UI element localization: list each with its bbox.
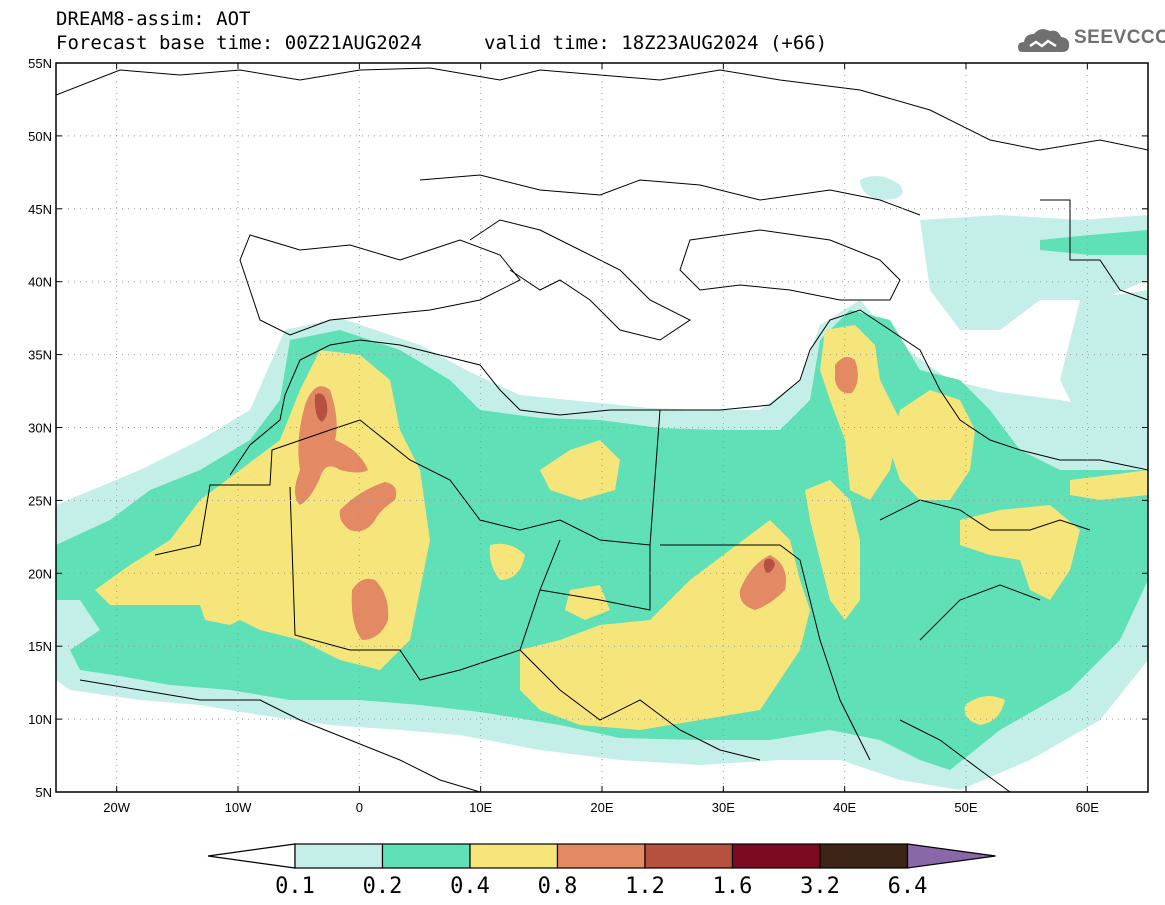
lon-label: 10W	[225, 800, 252, 815]
lon-label: 0	[356, 800, 363, 815]
lon-label: 50E	[954, 800, 977, 815]
aot-band-0.8	[295, 356, 858, 640]
logo-text: SEEVCCC	[1074, 27, 1165, 48]
colorbar-swatch	[644, 843, 734, 869]
colorbar-swatch	[294, 843, 384, 869]
chart-title: DREAM8-assim: AOT	[56, 8, 251, 30]
colorbar-min-triangle	[207, 843, 296, 869]
lat-label: 5N	[35, 785, 52, 800]
graticule	[56, 63, 1148, 792]
colorbar-threshold-label: 1.2	[625, 874, 665, 899]
lat-label: 20N	[28, 566, 52, 581]
colorbar-swatch	[469, 843, 559, 869]
axis-labels: 55N 50N 45N 40N 35N 30N 25N 20N 15N 10N 5N 20W 10W 0 1…	[28, 56, 1148, 815]
colorbar-swatch	[819, 843, 909, 869]
aot-band-0.4	[95, 325, 1148, 730]
colorbar-threshold-label: 6.4	[888, 874, 928, 899]
aot-band-1.2	[314, 393, 775, 573]
colorbar-threshold-label: 0.8	[538, 874, 578, 899]
colorbar-swatch	[556, 843, 646, 869]
lat-label: 40N	[28, 275, 52, 290]
colorbar-threshold-label: 1.6	[713, 874, 753, 899]
lat-label: 10N	[28, 712, 52, 727]
lat-label: 50N	[28, 129, 52, 144]
lat-label: 25N	[28, 493, 52, 508]
colorbar-max-triangle	[906, 843, 996, 869]
lon-label: 60E	[1076, 800, 1099, 815]
valid-time: valid time: 18Z23AUG2024 (+66)	[484, 32, 828, 54]
forecast-base-time: Forecast base time: 00Z21AUG2024	[56, 32, 423, 54]
colorbar-threshold-label: 0.2	[363, 874, 403, 899]
colorbar-swatch	[381, 843, 471, 869]
lat-label: 35N	[28, 348, 52, 363]
aot-field	[56, 67, 1148, 792]
colorbar-threshold-label: 0.1	[275, 874, 315, 899]
colorbar: 0.1 0.2 0.4 0.8 1.2 1.6 3.2 6.4	[207, 843, 996, 899]
lat-label: 45N	[28, 202, 52, 217]
lat-label: 55N	[28, 56, 52, 71]
cloud-icon	[1018, 29, 1070, 52]
lon-label: 10E	[469, 800, 492, 815]
country-borders	[56, 67, 1148, 792]
lon-label: 20W	[103, 800, 130, 815]
colorbar-threshold-label: 0.4	[450, 874, 490, 899]
lon-label: 20E	[590, 800, 613, 815]
lat-label: 30N	[28, 421, 52, 436]
lon-label: 30E	[712, 800, 735, 815]
lon-label: 40E	[833, 800, 856, 815]
colorbar-threshold-label: 3.2	[800, 874, 840, 899]
lat-label: 15N	[28, 639, 52, 654]
colorbar-swatch	[731, 843, 821, 869]
